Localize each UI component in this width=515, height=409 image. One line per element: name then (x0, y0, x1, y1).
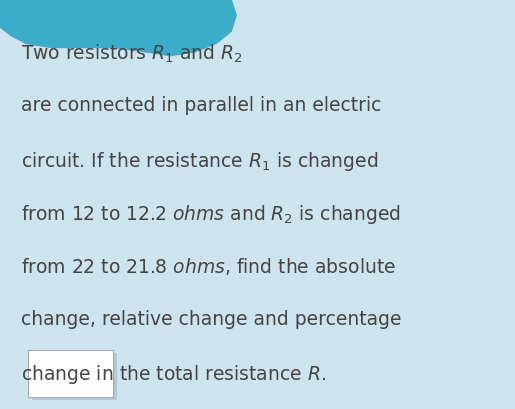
Text: change, relative change and percentage: change, relative change and percentage (21, 309, 401, 328)
Text: circuit. If the resistance $\mathit{R}_1$ is changed: circuit. If the resistance $\mathit{R}_1… (21, 149, 378, 172)
Text: from 12 to 12.2 $\mathit{ohms}$ and $\mathit{R}_2$ is changed: from 12 to 12.2 $\mathit{ohms}$ and $\ma… (21, 202, 401, 225)
Polygon shape (0, 0, 237, 57)
FancyBboxPatch shape (28, 350, 113, 397)
Text: Two resistors $\mathit{R}_1$ and $\mathit{R}_2$: Two resistors $\mathit{R}_1$ and $\mathi… (21, 43, 243, 65)
FancyBboxPatch shape (32, 353, 117, 400)
Text: change in the total resistance $\mathit{R}$.: change in the total resistance $\mathit{… (21, 362, 325, 385)
Text: from 22 to 21.8 $\mathit{ohms}$, find the absolute: from 22 to 21.8 $\mathit{ohms}$, find th… (21, 256, 396, 276)
Text: are connected in parallel in an electric: are connected in parallel in an electric (21, 96, 381, 115)
